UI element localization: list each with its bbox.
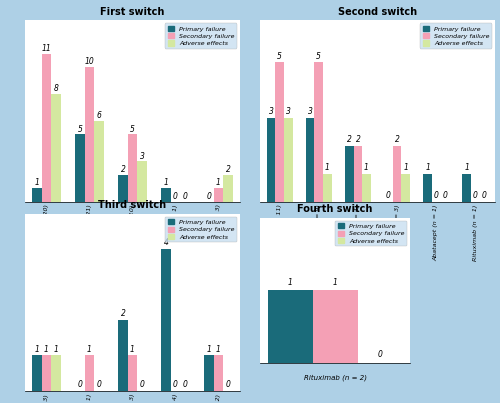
- Text: 0: 0: [173, 380, 178, 389]
- Bar: [323, 174, 332, 202]
- Bar: [276, 62, 284, 202]
- Bar: [32, 355, 42, 391]
- Text: 0: 0: [78, 380, 82, 389]
- Text: 1: 1: [44, 345, 49, 354]
- Bar: [393, 146, 402, 202]
- Bar: [314, 62, 323, 202]
- Text: 2: 2: [356, 135, 360, 144]
- Text: 0: 0: [140, 380, 144, 389]
- Bar: [162, 188, 171, 202]
- Text: 3: 3: [268, 108, 274, 116]
- Legend: Primary failure, Secondary failure, Adverse effects: Primary failure, Secondary failure, Adve…: [165, 217, 237, 242]
- Text: 10: 10: [84, 58, 94, 66]
- Text: 1: 1: [404, 163, 408, 172]
- Bar: [118, 320, 128, 391]
- Text: 0: 0: [442, 191, 448, 200]
- Text: 1: 1: [325, 163, 330, 172]
- Text: 0: 0: [226, 380, 230, 389]
- Bar: [162, 249, 171, 391]
- Text: 1: 1: [464, 163, 469, 172]
- Text: 1: 1: [87, 345, 92, 354]
- Text: 1: 1: [34, 345, 40, 354]
- Text: 5: 5: [277, 52, 282, 60]
- Text: 0: 0: [182, 192, 188, 201]
- Text: 1: 1: [164, 179, 168, 187]
- Bar: [223, 174, 232, 202]
- Bar: [268, 290, 312, 363]
- Legend: Primary failure, Secondary failure, Adverse effects: Primary failure, Secondary failure, Adve…: [335, 221, 407, 246]
- Bar: [362, 174, 371, 202]
- Bar: [94, 121, 104, 202]
- Text: 8: 8: [54, 84, 59, 93]
- Title: First switch: First switch: [100, 6, 164, 17]
- Bar: [51, 355, 60, 391]
- Bar: [128, 134, 137, 202]
- Bar: [284, 118, 292, 202]
- Text: 0: 0: [482, 191, 486, 200]
- Bar: [345, 146, 354, 202]
- Bar: [214, 355, 223, 391]
- Bar: [85, 355, 94, 391]
- Bar: [424, 174, 432, 202]
- Text: 0: 0: [473, 191, 478, 200]
- Text: 0: 0: [378, 350, 382, 359]
- Title: Fourth switch: Fourth switch: [298, 204, 372, 214]
- Bar: [306, 118, 314, 202]
- Text: 2: 2: [120, 309, 126, 318]
- Bar: [214, 188, 223, 202]
- Text: 0: 0: [386, 191, 391, 200]
- Text: 0: 0: [96, 380, 102, 389]
- Legend: Primary failure, Secondary failure, Adverse effects: Primary failure, Secondary failure, Adve…: [165, 23, 237, 49]
- Text: 1: 1: [216, 345, 221, 354]
- Text: 2: 2: [394, 135, 400, 144]
- Bar: [204, 355, 214, 391]
- Text: 1: 1: [34, 179, 40, 187]
- Title: Second switch: Second switch: [338, 6, 417, 17]
- Bar: [76, 134, 85, 202]
- Text: Rituximab (n = 2): Rituximab (n = 2): [304, 374, 366, 381]
- Bar: [42, 355, 51, 391]
- Bar: [85, 67, 94, 202]
- Text: 1: 1: [425, 163, 430, 172]
- Text: 1: 1: [216, 179, 221, 187]
- Bar: [51, 94, 60, 202]
- Bar: [128, 355, 137, 391]
- Text: 5: 5: [130, 125, 135, 134]
- Text: 1: 1: [206, 345, 212, 354]
- Text: 4: 4: [164, 238, 168, 247]
- Text: 1: 1: [54, 345, 59, 354]
- Text: 0: 0: [434, 191, 438, 200]
- Bar: [354, 146, 362, 202]
- Text: 2: 2: [347, 135, 352, 144]
- Text: 1: 1: [364, 163, 369, 172]
- Bar: [312, 290, 358, 363]
- Text: 6: 6: [96, 111, 102, 120]
- Bar: [137, 161, 146, 202]
- Text: 1: 1: [332, 278, 338, 287]
- Text: 1: 1: [288, 278, 292, 287]
- Bar: [42, 54, 51, 202]
- Text: 5: 5: [316, 52, 321, 60]
- Text: 5: 5: [78, 125, 82, 134]
- Text: 3: 3: [308, 108, 312, 116]
- Bar: [402, 174, 410, 202]
- Text: 1: 1: [130, 345, 135, 354]
- Text: 0: 0: [206, 192, 212, 201]
- Text: 0: 0: [182, 380, 188, 389]
- Bar: [32, 188, 42, 202]
- Text: 11: 11: [42, 44, 51, 53]
- Text: 3: 3: [140, 152, 144, 160]
- Title: Third switch: Third switch: [98, 200, 166, 210]
- Text: 2: 2: [120, 165, 126, 174]
- Bar: [118, 174, 128, 202]
- Text: 0: 0: [173, 192, 178, 201]
- Bar: [462, 174, 471, 202]
- Text: 2: 2: [226, 165, 230, 174]
- Bar: [266, 118, 276, 202]
- Legend: Primary failure, Secondary failure, Adverse effects: Primary failure, Secondary failure, Adve…: [420, 23, 492, 49]
- Text: 3: 3: [286, 108, 290, 116]
